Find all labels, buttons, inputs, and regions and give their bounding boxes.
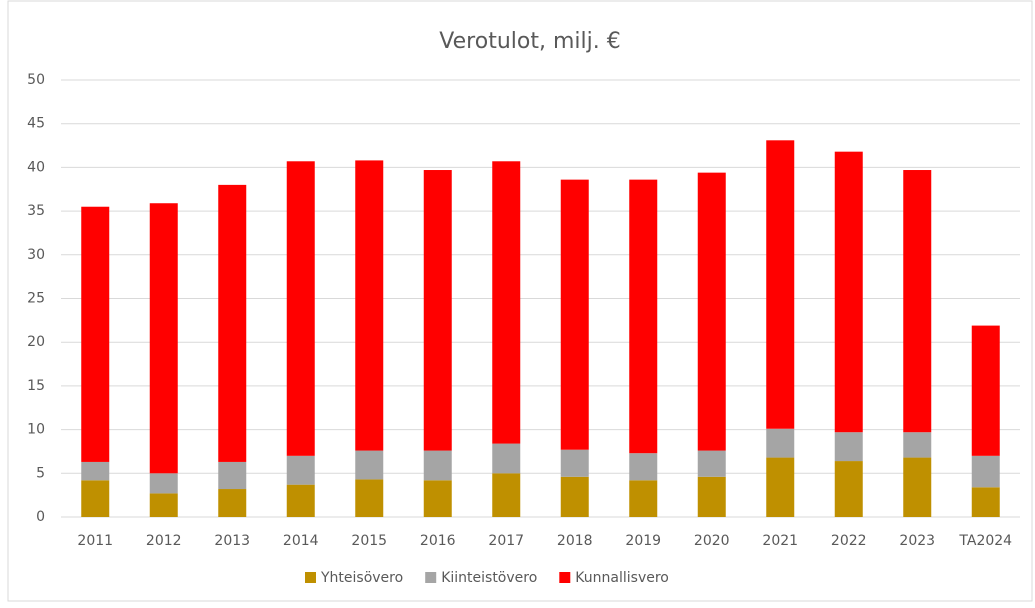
bar-segment: [149, 203, 178, 474]
bar-segment: [81, 480, 110, 517]
bar-segment: [834, 432, 863, 462]
bar-segment: [560, 179, 589, 450]
x-tick-label: 2016: [420, 533, 456, 549]
y-tick-label: 25: [27, 291, 45, 307]
chart-title: Verotulot, milj. €: [439, 29, 620, 54]
y-tick-label: 15: [27, 378, 45, 394]
bar-segment: [423, 480, 452, 517]
x-tick-label: 2023: [899, 533, 935, 549]
legend-swatch: [305, 572, 316, 583]
bar-segment: [149, 473, 178, 494]
bar-segment: [766, 457, 795, 517]
bar-segment: [355, 479, 384, 517]
bar-segment: [971, 455, 1000, 488]
x-tick-label: 2018: [557, 533, 593, 549]
bar-segment: [629, 179, 658, 454]
bar-segment: [971, 487, 1000, 517]
x-tick-label: TA2024: [958, 533, 1012, 549]
x-tick-label: 2021: [762, 533, 798, 549]
bar-segment: [286, 161, 315, 456]
bar-segment: [560, 476, 589, 517]
x-tick-label: 2013: [214, 533, 250, 549]
bar-segment: [697, 450, 726, 477]
bar-segment: [218, 184, 247, 462]
bar-segment: [218, 461, 247, 490]
y-tick-label: 5: [36, 465, 45, 481]
bar-segment: [903, 170, 932, 433]
legend-label: Kunnallisvero: [575, 570, 669, 586]
bar-segment: [149, 493, 178, 517]
bar-segment: [971, 325, 1000, 456]
x-tick-label: 2014: [283, 533, 319, 549]
legend-label: Yhteisövero: [320, 570, 403, 586]
x-tick-label: 2017: [488, 533, 524, 549]
bar-segment: [355, 450, 384, 480]
x-tick-label: 2022: [831, 533, 867, 549]
bar-segment: [834, 461, 863, 517]
bar-segment: [560, 449, 589, 477]
bar-segment: [697, 476, 726, 517]
bar-segment: [218, 489, 247, 517]
x-tick-label: 2020: [694, 533, 730, 549]
bar-segment: [492, 473, 521, 517]
x-tick-label: 2012: [146, 533, 182, 549]
bar-segment: [81, 461, 110, 481]
legend-label: Kiinteistövero: [441, 570, 537, 586]
y-tick-label: 50: [27, 72, 45, 88]
y-tick-label: 30: [27, 247, 45, 263]
bar-segment: [766, 140, 795, 429]
bar-segment: [903, 457, 932, 517]
legend-swatch: [559, 572, 571, 583]
x-tick-label: 2011: [77, 533, 113, 549]
x-tick-label: 2019: [625, 533, 661, 549]
x-tick-label: 2015: [351, 533, 387, 549]
y-tick-label: 40: [27, 159, 45, 175]
bar-segment: [423, 450, 452, 481]
legend-swatch: [425, 572, 437, 583]
bar-segment: [81, 206, 110, 462]
bar-segment: [903, 432, 932, 458]
bar-segment: [697, 172, 726, 451]
bar-segment: [492, 161, 521, 444]
bar-segment: [629, 453, 658, 481]
bar-segment: [629, 480, 658, 517]
bar-segment: [834, 151, 863, 433]
y-tick-label: 0: [36, 509, 45, 525]
bar-segment: [355, 160, 384, 451]
y-tick-label: 45: [27, 116, 45, 132]
y-tick-label: 35: [27, 203, 45, 219]
bar-segment: [423, 170, 452, 451]
bar-segment: [286, 484, 315, 517]
bar-segment: [492, 443, 521, 474]
bar-segment: [766, 428, 795, 458]
y-tick-label: 10: [27, 422, 45, 438]
y-tick-label: 20: [27, 334, 45, 350]
bar-segment: [286, 455, 315, 485]
